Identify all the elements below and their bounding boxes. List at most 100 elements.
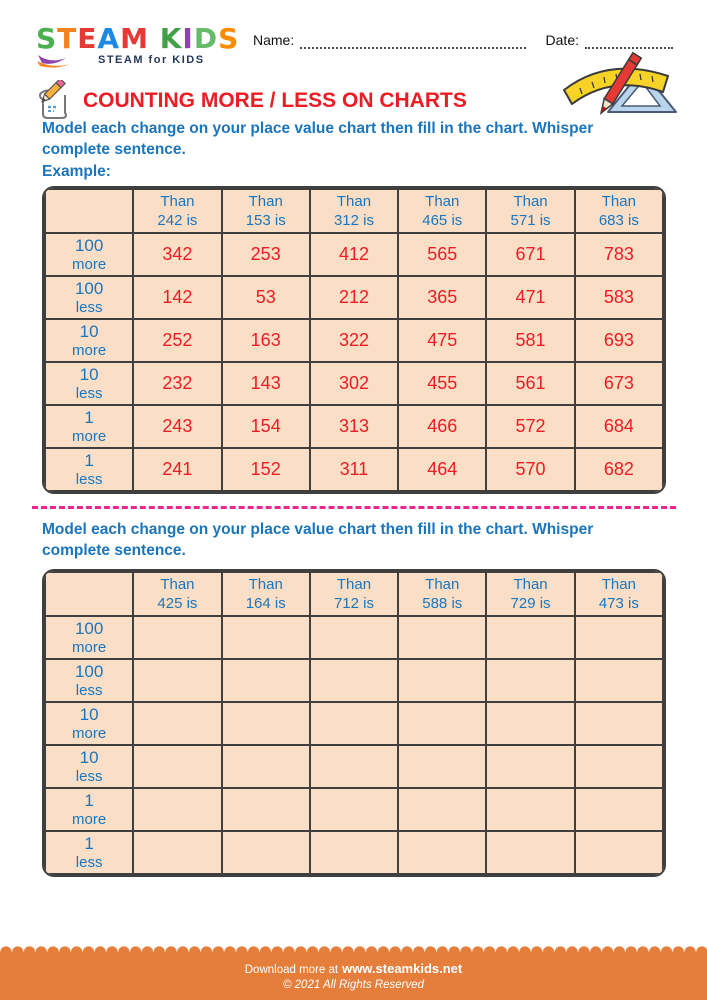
column-header-line: 312 is <box>333 212 374 229</box>
row-label-line: 10 <box>79 321 99 341</box>
logo-letter: I <box>182 22 194 55</box>
logo-wordmark: STEAM KIDS <box>36 24 239 54</box>
answer-cell: 572 <box>485 404 576 449</box>
answer-cell: 673 <box>573 361 664 406</box>
answer-cell: 322 <box>308 318 400 363</box>
column-header: Than 473 is <box>573 571 664 617</box>
row-label-line: 100 <box>74 661 104 681</box>
row-label: 1 more <box>44 404 135 449</box>
answer-cell <box>308 744 400 789</box>
answer-cell <box>485 787 576 832</box>
answer-cell <box>573 787 664 832</box>
answer-cell: 252 <box>132 318 223 363</box>
logo-letter: K <box>159 22 183 55</box>
answer-cell: 212 <box>308 275 400 320</box>
row-label-line: more <box>72 341 107 359</box>
answer-cell: 313 <box>308 404 400 449</box>
name-blank-line <box>300 35 526 49</box>
row-label: 10 less <box>44 361 135 406</box>
row-label-line: 100 <box>74 235 104 255</box>
answer-cell <box>485 701 576 746</box>
column-header-line: Than <box>425 193 460 210</box>
answer-cell <box>220 744 311 789</box>
column-header-line: 465 is <box>422 212 463 229</box>
column-header-line: 571 is <box>510 212 551 229</box>
row-label-line: 1 <box>84 407 94 427</box>
row-label: 100 less <box>44 275 135 320</box>
answer-cell <box>573 830 664 875</box>
footer-band: Download more at www.steamkids.net © 2021… <box>0 952 707 1000</box>
answer-cell <box>308 658 400 703</box>
logo-letter <box>149 22 160 55</box>
answer-cell <box>220 701 311 746</box>
column-header-line: Than <box>513 576 548 593</box>
answer-cell: 682 <box>573 447 664 492</box>
row-label-line: more <box>72 638 107 656</box>
logo-tagline: STEAM for KIDS <box>98 54 205 66</box>
ruler-pencil-icon <box>563 51 677 116</box>
logo-letter: A <box>97 22 121 55</box>
page-title: COUNTING MORE / LESS ON CHARTS <box>83 89 467 112</box>
answer-cell <box>308 701 400 746</box>
answer-cell: 475 <box>397 318 488 363</box>
answer-cell: 412 <box>308 232 400 277</box>
column-header-line: Than <box>336 576 372 593</box>
place-value-table-1: Than 425 is Than 164 is Than 712 is Than 588 is… <box>42 569 666 877</box>
answer-cell: 143 <box>220 361 311 406</box>
answer-cell: 565 <box>397 232 488 277</box>
column-header: Than 312 is <box>308 188 400 234</box>
row-label-line: more <box>72 427 107 445</box>
answer-cell: 365 <box>397 275 488 320</box>
column-header: Than 465 is <box>397 188 488 234</box>
answer-cell <box>132 615 223 660</box>
corner-cell <box>44 571 135 617</box>
answer-cell <box>397 658 488 703</box>
logo-letter: E <box>77 22 98 55</box>
answer-cell <box>220 830 311 875</box>
answer-cell: 163 <box>220 318 311 363</box>
steam-kids-logo: STEAM KIDS STEAM for KIDS <box>36 24 239 68</box>
column-header-line: Than <box>248 193 283 210</box>
column-header-line: Than <box>601 193 636 210</box>
row-label: 10 more <box>44 701 135 746</box>
answer-cell: 471 <box>485 275 576 320</box>
answer-cell: 53 <box>220 275 311 320</box>
download-prefix: Download more at <box>244 964 339 976</box>
answer-cell <box>397 787 488 832</box>
logo-letter: S <box>36 22 58 55</box>
name-label: Name: <box>253 32 295 48</box>
answer-cell: 583 <box>573 275 664 320</box>
answer-cell: 464 <box>397 447 488 492</box>
column-header: Than 712 is <box>308 571 400 617</box>
answer-cell: 253 <box>220 232 311 277</box>
answer-cell <box>308 830 400 875</box>
answer-cell: 581 <box>485 318 576 363</box>
answer-cell <box>573 658 664 703</box>
column-header-line: 473 is <box>598 595 639 612</box>
row-label-line: more <box>72 255 107 273</box>
logo-swoosh-icon <box>37 55 70 68</box>
column-header-line: 153 is <box>245 212 286 229</box>
column-header-line: Than <box>160 193 195 210</box>
copyright-text: © 2021 All Rights Reserved <box>282 979 424 991</box>
column-header: Than 425 is <box>132 571 223 617</box>
row-label-line: less <box>75 298 103 316</box>
column-header: Than 164 is <box>220 571 311 617</box>
row-label-line: 1 <box>84 833 94 853</box>
answer-cell <box>220 787 311 832</box>
column-header: Than 153 is <box>220 188 311 234</box>
column-header: Than 588 is <box>397 571 488 617</box>
row-label-line: 10 <box>79 704 99 724</box>
date-label: Date: <box>545 32 579 48</box>
answer-cell <box>220 615 311 660</box>
logo-letter: T <box>57 22 78 55</box>
column-header: Than 729 is <box>485 571 576 617</box>
column-header-line: 588 is <box>422 595 463 612</box>
answer-cell <box>132 830 223 875</box>
answer-cell <box>220 658 311 703</box>
answer-cell <box>397 615 488 660</box>
column-header-line: 712 is <box>333 595 374 612</box>
worksheet-content: Model each change on your place value ch… <box>32 118 676 877</box>
example-label: Example: <box>42 163 111 180</box>
instruction-text-2: Model each change on your place value ch… <box>42 521 594 559</box>
